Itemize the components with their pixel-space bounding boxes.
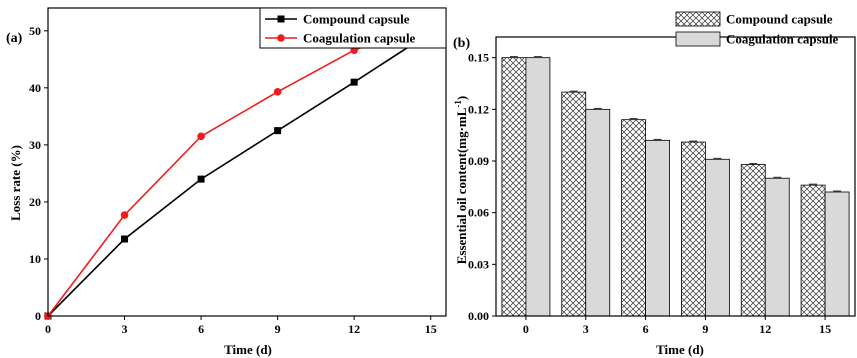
data-point-compound <box>350 78 358 86</box>
bar-compound <box>800 184 826 317</box>
data-point-compound <box>121 235 129 243</box>
series-line-compound <box>47 31 432 317</box>
legend-label-compound-b: Compound capsule <box>726 12 833 27</box>
x-tick-label-a: 9 <box>275 322 281 336</box>
bar-coagulation <box>645 139 670 317</box>
y-axis-label-a: Loss rate (%) <box>8 145 23 221</box>
bar-compound <box>621 119 646 317</box>
data-point-compound <box>197 175 205 183</box>
legend-box-a <box>259 7 447 49</box>
data-point-coagulation <box>120 211 129 219</box>
x-axis-label-a: Time (d) <box>224 342 272 357</box>
x-tick-label-a: 15 <box>425 322 437 336</box>
x-tick-label-b: 15 <box>819 322 831 336</box>
x-tick-label-b: 9 <box>702 322 708 336</box>
bar-compound <box>740 164 766 317</box>
y-tick-label-b: 0.06 <box>468 206 489 220</box>
data-point-coagulation <box>273 88 282 96</box>
series-line-coagulation <box>47 20 431 317</box>
legend-swatch-compound <box>675 11 721 27</box>
bar-coagulation <box>525 57 551 317</box>
bar-chart-panel: (b) Essential oil content(mg·mL-1) Time … <box>453 11 856 357</box>
legend-label-coagulation-b: Coagulation capsule <box>726 32 839 47</box>
panel-label-b: (b) <box>453 36 470 51</box>
x-tick-label-b: 3 <box>583 322 589 336</box>
x-tick-label-a: 12 <box>348 322 360 336</box>
y-tick-label-b: 0.09 <box>468 154 489 168</box>
bar-compound <box>561 91 587 317</box>
y-tick-label-a: 50 <box>29 24 41 38</box>
x-tick-label-b: 6 <box>643 322 649 336</box>
y-tick-label-a: 10 <box>29 252 41 266</box>
x-tick-label-a: 6 <box>198 322 204 336</box>
y-tick-label-b: 0.12 <box>468 102 489 116</box>
data-point-compound <box>274 127 282 135</box>
x-tick-label-b: 0 <box>523 322 529 336</box>
y-tick-label-a: 40 <box>29 81 41 95</box>
legend-label-compound-a: Compound capsule <box>303 12 410 27</box>
plot-frame-a <box>47 7 447 317</box>
y-tick-label-b: 0.15 <box>468 51 489 65</box>
legend-b: Compound capsule Coagulation capsule <box>675 11 839 47</box>
panel-label-a: (a) <box>6 31 23 46</box>
y-tick-label-b: 0.03 <box>468 257 489 271</box>
y-tick-label-a: 20 <box>29 195 41 209</box>
x-tick-label-a: 3 <box>122 322 128 336</box>
y-axis-label-b: Essential oil content(mg·mL-1) <box>453 96 469 265</box>
bar-coagulation <box>705 158 730 317</box>
legend-label-coagulation-a: Coagulation capsule <box>303 31 416 46</box>
line-chart-panel: (a) Loss rate (%) Time (d) 0 3 6 9 12 15 0 10 20… <box>6 7 447 357</box>
y-tick-label-b: 0.00 <box>468 309 489 323</box>
bar-coagulation <box>824 191 850 317</box>
y-tick-label-a: 30 <box>29 138 41 152</box>
bar-coagulation <box>764 177 790 317</box>
x-tick-label-b: 12 <box>759 322 771 336</box>
bar-compound <box>681 141 706 317</box>
bar-coagulation <box>585 108 611 317</box>
legend-marker-compound <box>277 15 285 23</box>
x-axis-label-b: Time (d) <box>656 342 704 357</box>
legend-swatch-coagulation <box>675 31 721 47</box>
y-tick-label-a: 0 <box>35 309 41 323</box>
legend-marker-coagulation <box>277 34 285 42</box>
x-tick-label-a: 0 <box>45 322 51 336</box>
bar-compound <box>501 57 527 317</box>
legend-a: Compound capsule Coagulation capsule <box>259 7 447 49</box>
data-point-coagulation <box>197 132 205 141</box>
plot-frame-b <box>495 36 856 317</box>
